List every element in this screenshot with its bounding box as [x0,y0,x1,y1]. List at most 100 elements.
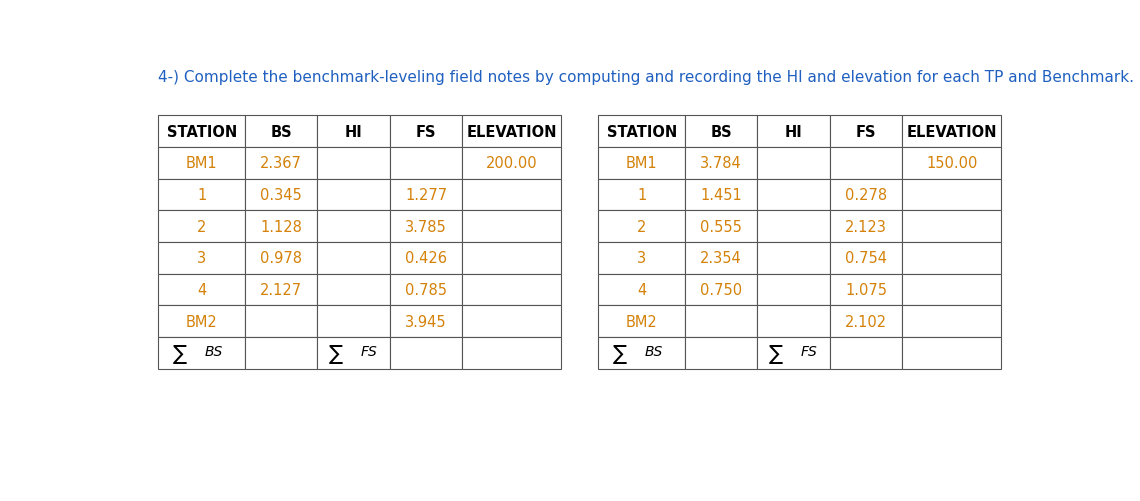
Bar [685,274,757,306]
Text: 0.345: 0.345 [260,188,302,202]
Bar [598,274,685,306]
Text: 4-) Complete the benchmark-leveling field notes by computing and recording the H: 4-) Complete the benchmark-leveling fiel… [158,70,1140,85]
Text: 0.750: 0.750 [700,283,742,298]
Bar [903,148,1001,179]
Bar [245,338,317,369]
Bar [317,179,390,211]
Text: 1: 1 [197,188,206,202]
Text: 0.785: 0.785 [405,283,447,298]
Bar [158,148,245,179]
Text: BM2: BM2 [626,314,658,329]
Bar [390,242,463,274]
Bar [830,116,903,148]
Bar [158,242,245,274]
Text: BS: BS [270,124,292,139]
Bar [757,179,830,211]
Text: 2.102: 2.102 [845,314,887,329]
Text: 2.354: 2.354 [700,251,742,266]
Text: BS: BS [710,124,732,139]
Bar [685,179,757,211]
Text: 0.555: 0.555 [700,219,742,234]
Bar [757,306,830,338]
Text: HI: HI [784,124,803,139]
Bar [317,274,390,306]
Bar [757,148,830,179]
Bar [158,306,245,338]
Bar [463,148,561,179]
Bar [903,242,1001,274]
Text: 1.075: 1.075 [845,283,887,298]
Text: 3: 3 [637,251,646,266]
Text: 1.128: 1.128 [260,219,302,234]
Text: 0.754: 0.754 [845,251,887,266]
Bar [317,148,390,179]
Text: HI: HI [344,124,363,139]
Bar [757,338,830,369]
Text: FS: FS [800,345,817,359]
Bar [463,211,561,242]
Bar [158,179,245,211]
Text: STATION: STATION [166,124,237,139]
Bar [903,116,1001,148]
Bar [390,116,463,148]
Text: 2.123: 2.123 [845,219,887,234]
Bar [903,179,1001,211]
Bar [390,274,463,306]
Bar [390,306,463,338]
Bar [158,274,245,306]
Bar [463,338,561,369]
Bar [317,116,390,148]
Bar [390,179,463,211]
Text: ELEVATION: ELEVATION [906,124,998,139]
Bar [598,242,685,274]
Bar [463,179,561,211]
Text: 0.978: 0.978 [260,251,302,266]
Bar [903,306,1001,338]
Bar [598,148,685,179]
Bar [317,338,390,369]
Bar [245,306,317,338]
Bar [685,242,757,274]
Bar [390,211,463,242]
Bar [158,338,245,369]
Bar [903,211,1001,242]
Text: 150.00: 150.00 [926,156,977,171]
Bar [463,306,561,338]
Bar [245,116,317,148]
Text: 3.784: 3.784 [700,156,742,171]
Bar [830,148,903,179]
Bar [317,306,390,338]
Bar [317,242,390,274]
Bar [903,338,1001,369]
Bar [463,242,561,274]
Text: ∑: ∑ [613,343,627,363]
Bar [463,116,561,148]
Bar [685,338,757,369]
Bar [598,306,685,338]
Bar [830,179,903,211]
Bar [830,338,903,369]
Text: 4: 4 [197,283,206,298]
Bar [390,338,463,369]
Bar [598,179,685,211]
Bar [830,242,903,274]
Bar [245,242,317,274]
Text: 2.367: 2.367 [260,156,302,171]
Text: BM2: BM2 [186,314,218,329]
Text: BS: BS [645,345,663,359]
Bar [830,274,903,306]
Text: 2.127: 2.127 [260,283,302,298]
Text: 1.277: 1.277 [405,188,447,202]
Text: 3.785: 3.785 [405,219,447,234]
Bar [685,306,757,338]
Text: BM1: BM1 [626,156,658,171]
Bar [245,148,317,179]
Bar [830,306,903,338]
Bar [685,148,757,179]
Text: 2: 2 [197,219,206,234]
Text: ∑: ∑ [173,343,187,363]
Bar [685,211,757,242]
Text: 0.278: 0.278 [845,188,887,202]
Bar [245,274,317,306]
Text: 200.00: 200.00 [486,156,538,171]
